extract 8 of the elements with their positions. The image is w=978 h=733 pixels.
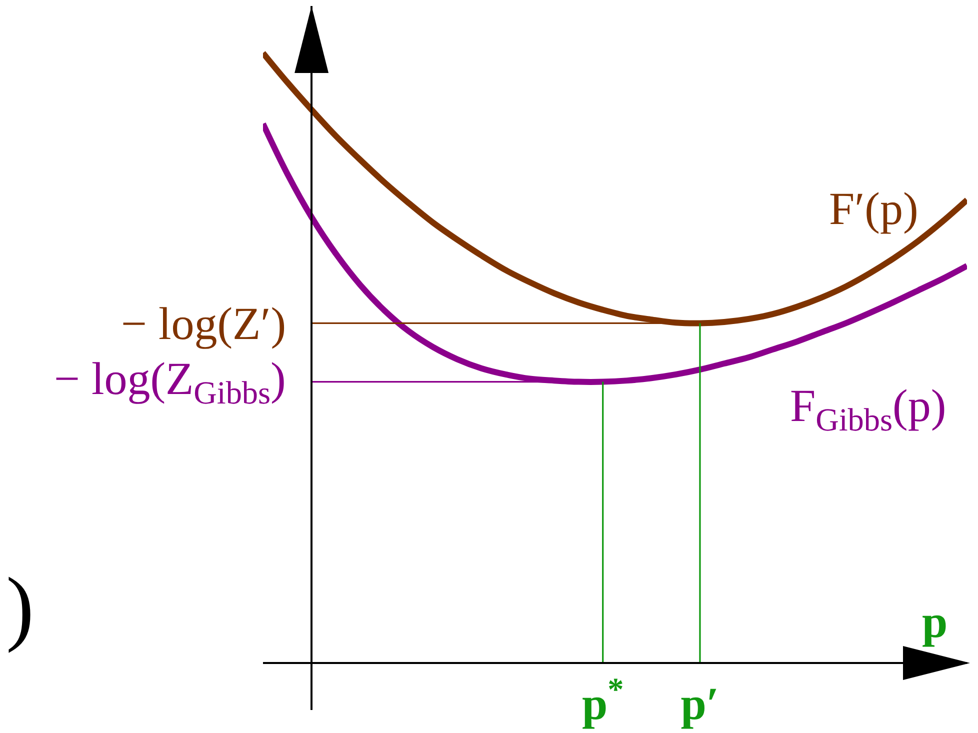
series-label: − log(Z′) — [121, 298, 286, 349]
x-axis-title: p — [922, 596, 948, 647]
series-label: − log(Z$_{Gibbs}$) — [54, 353, 286, 411]
x-tick-label: p$^{*}$ — [582, 670, 624, 730]
x-tick-label: p′ — [680, 678, 720, 730]
series-label: F′(p) — [829, 183, 918, 234]
series-label: F$_{Gibbs}$(p) — [790, 380, 946, 438]
text: ) — [6, 561, 34, 654]
